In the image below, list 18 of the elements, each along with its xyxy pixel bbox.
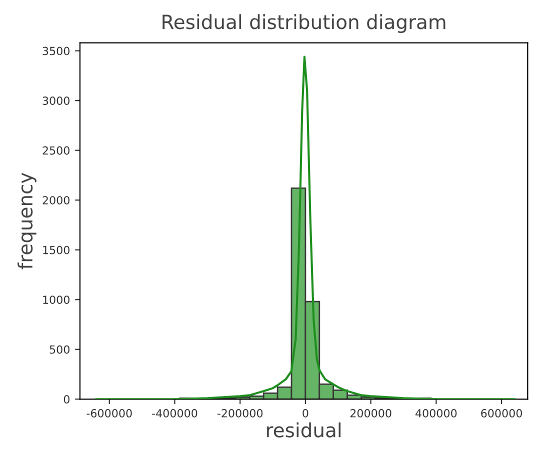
y-tick-label: 3000 [42,96,70,105]
x-tick-label: -200000 [217,409,263,418]
y-tick-label: 1500 [43,246,70,254]
x-tick-label: 600000 [481,409,522,418]
x-tick-label: 0 [302,409,308,418]
y-tick-label: 500 [50,345,70,354]
x-tick-label: 400000 [416,409,457,418]
x-axis-title: residual [267,422,341,438]
y-tick-label: 2500 [42,146,70,155]
y-tick-label: 0 [64,395,70,404]
x-tick-label: -400000 [152,409,198,418]
y-tick-label: 3500 [42,46,70,56]
y-axis-title: frequency [18,172,36,270]
x-tick-label: -600000 [86,409,132,418]
x-tick-label: 200000 [350,409,392,418]
y-tick-label: 2000 [42,196,70,204]
chart-title: Residual distribution diagram [162,14,446,33]
y-tick-label: 1000 [43,296,70,304]
